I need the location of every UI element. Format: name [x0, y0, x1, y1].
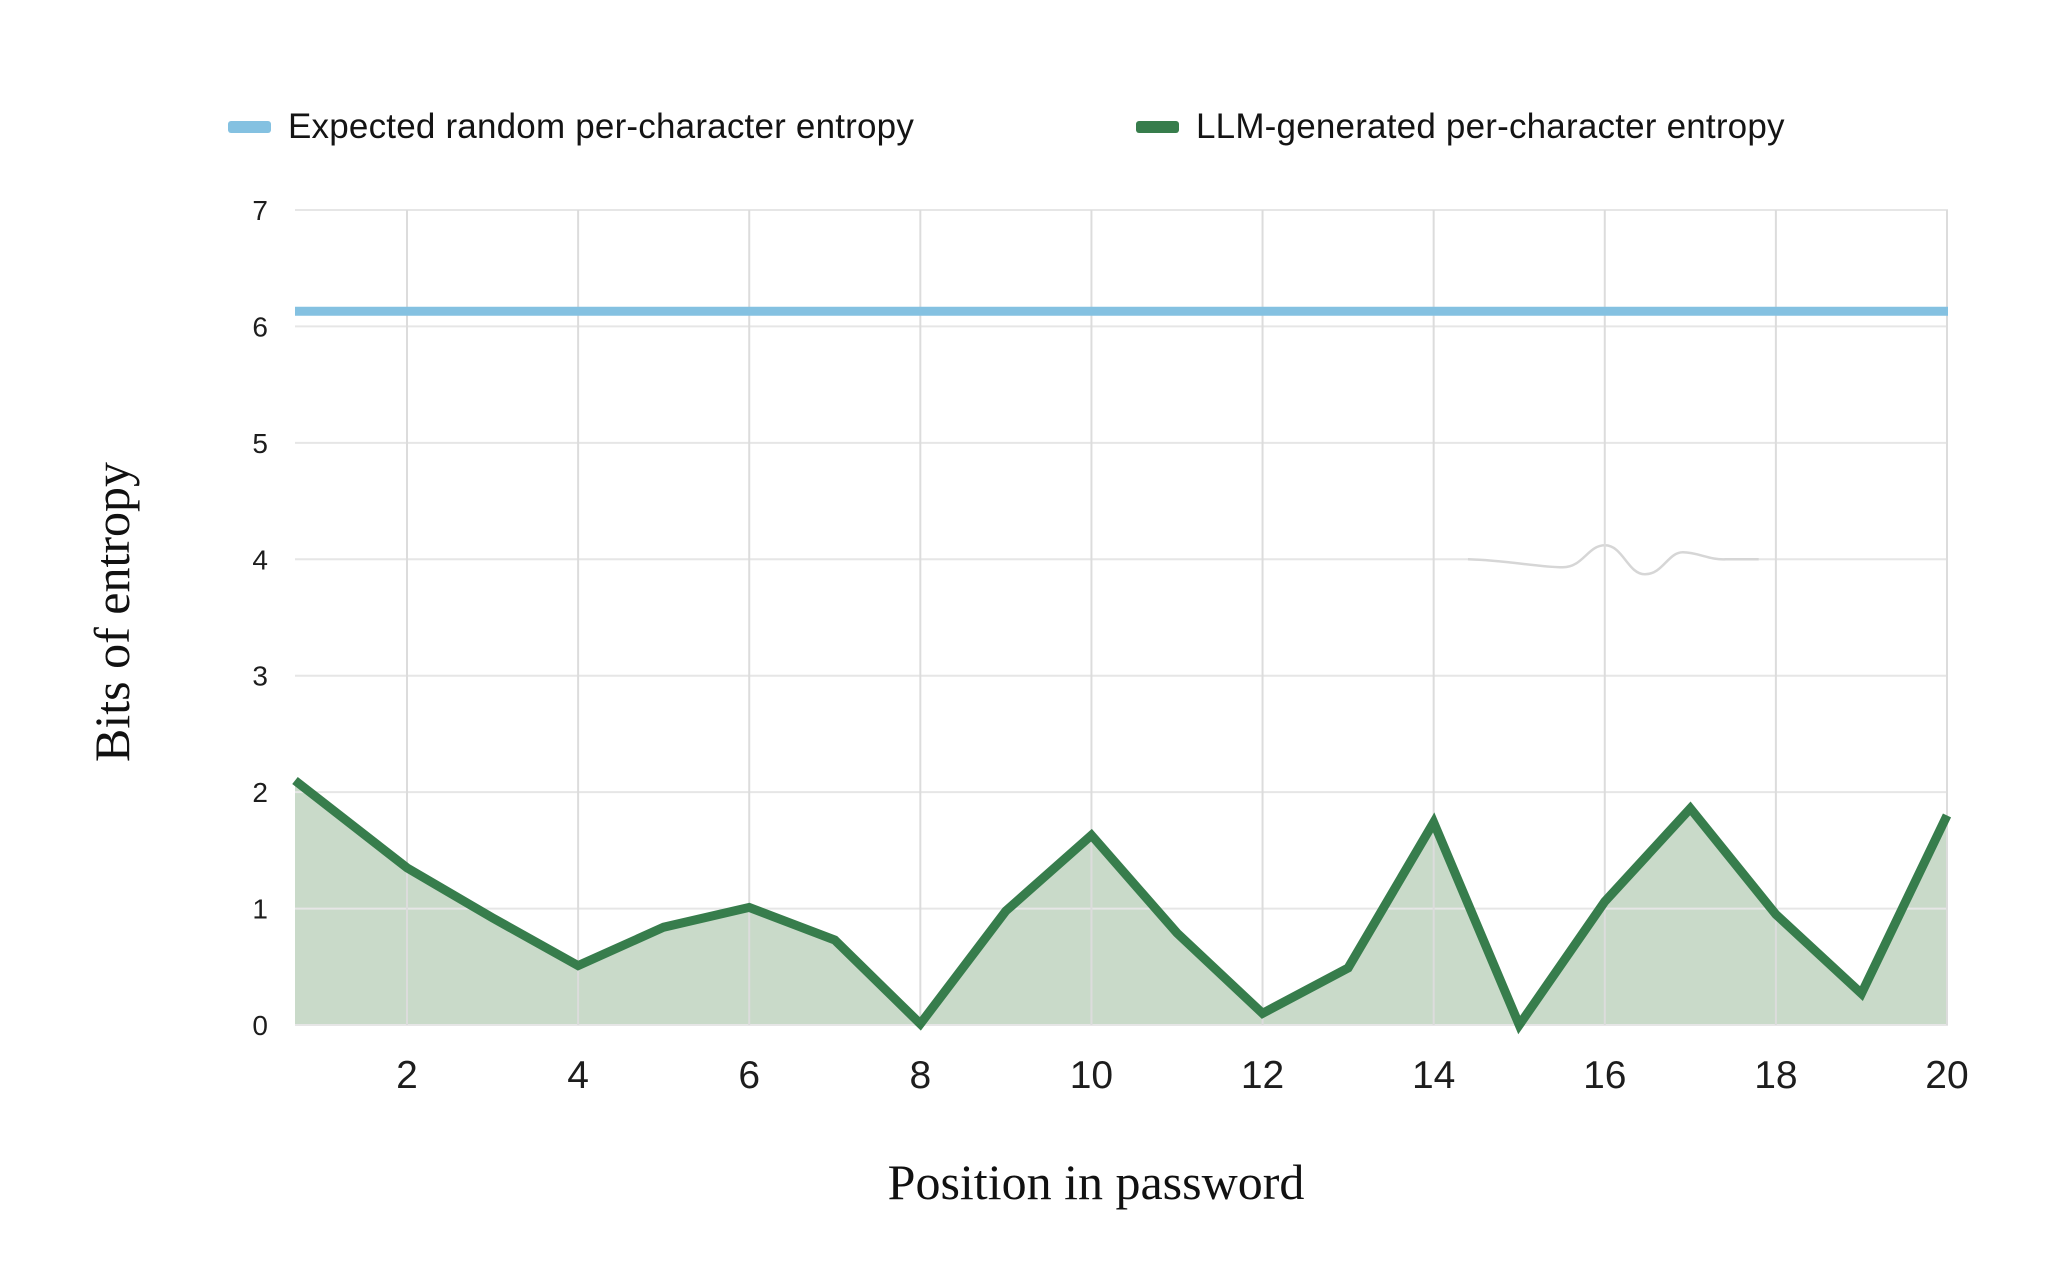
x-tick-label: 16 — [1583, 1054, 1626, 1097]
x-tick-label: 6 — [738, 1054, 760, 1097]
llm-entropy-line — [292, 776, 1952, 1035]
x-tick-label: 10 — [1070, 1054, 1113, 1097]
llm-entropy-polyline — [292, 776, 1952, 1035]
x-tick-label: 18 — [1754, 1054, 1797, 1097]
y-axis-title: Bits of entropy — [84, 462, 140, 762]
legend-item-expected-random: Expected random per-character entropy — [228, 107, 914, 147]
x-tick-label: 8 — [909, 1054, 931, 1097]
x-tick-label: 4 — [567, 1054, 589, 1097]
y-tick-labels: 0 1 2 3 4 5 6 7 — [252, 195, 268, 1041]
legend-label-llm-generated: LLM-generated per-character entropy — [1196, 107, 1785, 146]
y-tick-label: 2 — [252, 777, 268, 808]
y-tick-label: 4 — [252, 544, 268, 575]
legend-item-llm-generated: LLM-generated per-character entropy — [1136, 107, 1785, 147]
y-tick-label: 1 — [252, 894, 268, 925]
x-tick-labels: 2 4 6 8 10 12 14 16 18 20 — [396, 1054, 1969, 1097]
x-axis-title: Position in password — [887, 1154, 1305, 1210]
x-tick-label: 20 — [1925, 1054, 1968, 1097]
y-tick-label: 0 — [252, 1010, 268, 1041]
x-tick-label: 2 — [396, 1054, 418, 1097]
legend-label-expected-random: Expected random per-character entropy — [288, 107, 915, 146]
legend-swatch-llm-generated — [1136, 121, 1179, 133]
llm-entropy-area — [295, 780, 1947, 1025]
y-tick-label: 3 — [252, 661, 268, 692]
y-tick-label: 5 — [252, 428, 268, 459]
y-tick-label: 7 — [252, 195, 268, 226]
x-tick-label: 14 — [1412, 1054, 1455, 1097]
x-tick-label: 12 — [1241, 1054, 1284, 1097]
gridlines — [295, 209, 1948, 1026]
llm-entropy-area-fill — [295, 780, 1947, 1025]
legend-swatch-expected-random — [228, 121, 271, 133]
y-tick-label: 6 — [252, 311, 268, 342]
gridline-squiggle — [1467, 544, 1759, 576]
